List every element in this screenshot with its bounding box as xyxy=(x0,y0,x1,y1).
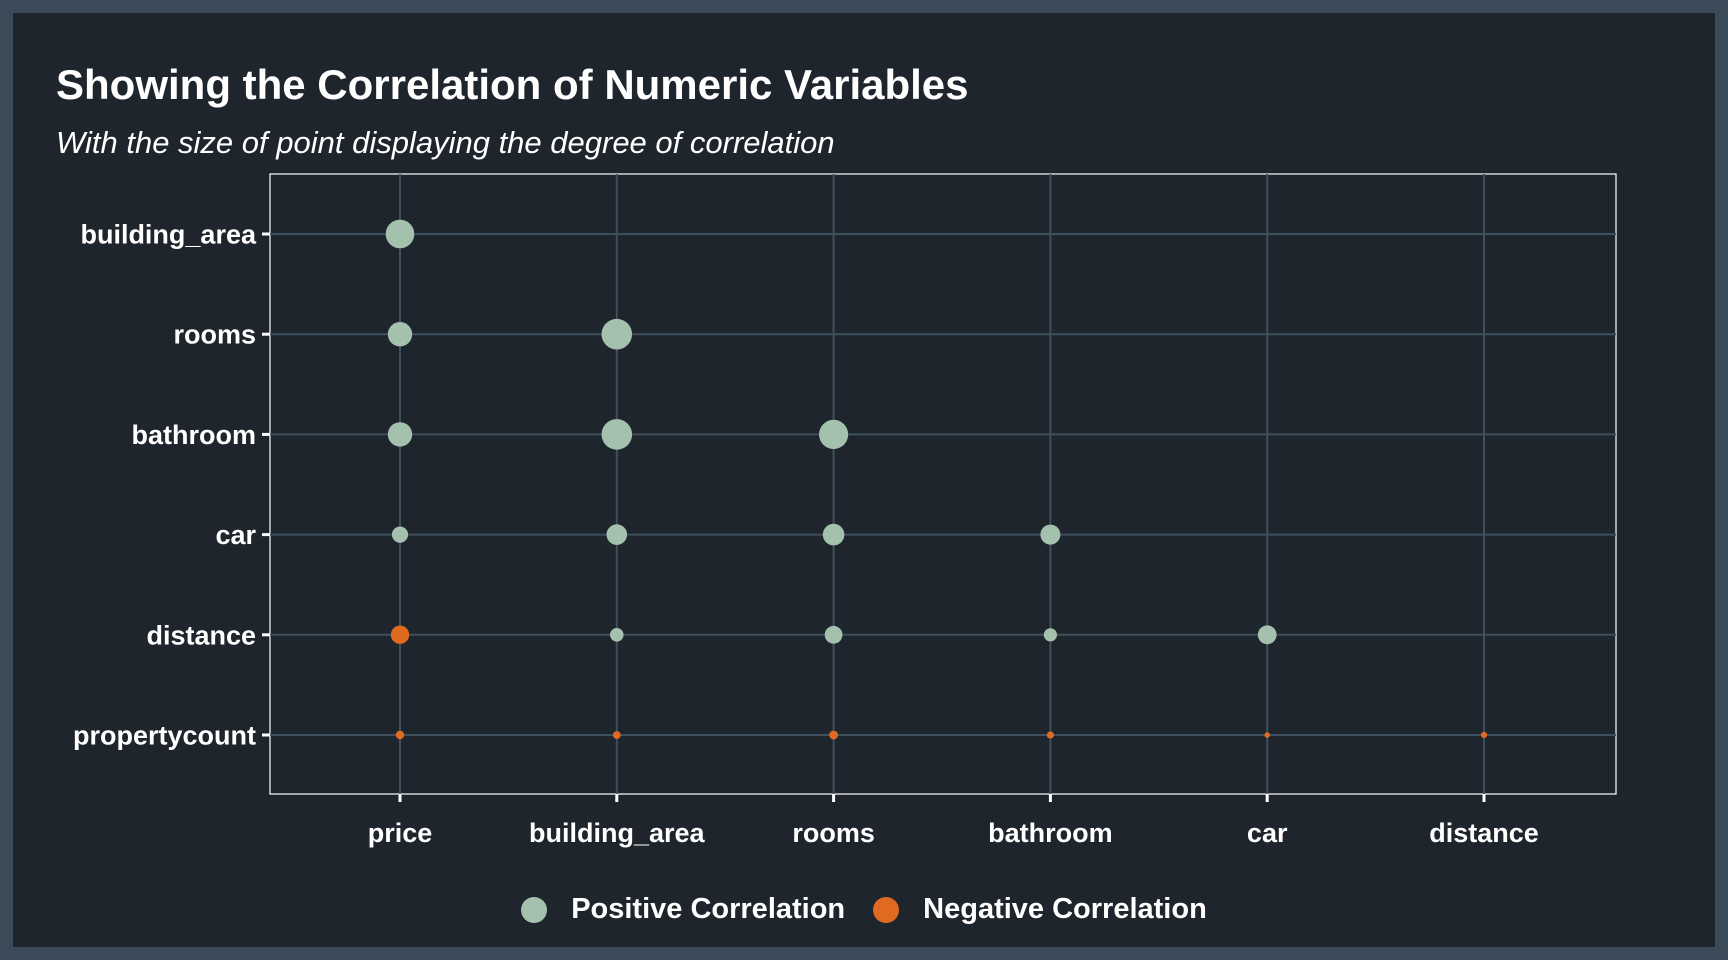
chart-title: Showing the Correlation of Numeric Varia… xyxy=(56,61,969,108)
correlation-point xyxy=(395,730,405,740)
x-tick-label: price xyxy=(368,818,433,848)
legend-item-positive: Positive Correlation xyxy=(521,893,845,926)
correlation-point xyxy=(1480,731,1488,739)
correlation-point xyxy=(824,625,843,644)
y-tick-label: rooms xyxy=(173,320,256,350)
x-tick-label: distance xyxy=(1429,818,1539,848)
chart-subtitle: With the size of point displaying the de… xyxy=(56,125,835,160)
grid-lines xyxy=(269,173,1617,795)
y-tick-label: distance xyxy=(146,620,256,650)
correlation-point xyxy=(1257,625,1277,645)
correlation-point xyxy=(829,730,838,740)
correlation-point xyxy=(601,419,633,450)
axis-ticks xyxy=(262,232,1486,802)
y-tick-label: propertycount xyxy=(73,721,256,751)
x-tick-label: rooms xyxy=(792,818,875,848)
correlation-point xyxy=(391,526,409,543)
plot-area xyxy=(269,173,1617,795)
correlation-point xyxy=(1264,732,1270,738)
correlation-point xyxy=(1040,524,1061,545)
correlation-point xyxy=(390,625,410,644)
positive-swatch xyxy=(521,896,548,923)
legend-positive-label: Positive Correlation xyxy=(571,893,846,925)
correlation-point xyxy=(612,731,621,739)
correlation-point xyxy=(385,219,415,249)
correlation-point xyxy=(387,422,413,447)
correlation-point xyxy=(601,318,633,350)
correlation-point xyxy=(610,628,624,642)
correlation-point xyxy=(606,524,628,545)
correlation-point xyxy=(822,523,845,546)
y-tick-label: building_area xyxy=(80,220,257,250)
y-tick-label: car xyxy=(215,520,256,550)
x-tick-label: building_area xyxy=(529,818,706,848)
chart-panel: Showing the Correlation of Numeric Varia… xyxy=(13,13,1715,947)
correlation-point xyxy=(387,322,413,347)
data-points xyxy=(385,219,1488,740)
correlation-point xyxy=(1046,731,1054,739)
y-tick-label: bathroom xyxy=(132,420,257,450)
negative-swatch xyxy=(873,896,900,923)
correlation-point xyxy=(819,419,849,449)
legend: Positive Correlation Negative Correlatio… xyxy=(13,893,1715,926)
legend-negative-label: Negative Correlation xyxy=(923,893,1207,925)
x-tick-label: bathroom xyxy=(988,818,1113,848)
legend-item-negative: Negative Correlation xyxy=(873,893,1207,926)
correlation-point xyxy=(1043,628,1057,642)
axis-labels: price building_area rooms bathroom car distan… xyxy=(73,220,1539,849)
x-tick-label: car xyxy=(1247,818,1288,848)
correlation-plot: price building_area rooms bathroom car distan… xyxy=(73,173,1617,849)
